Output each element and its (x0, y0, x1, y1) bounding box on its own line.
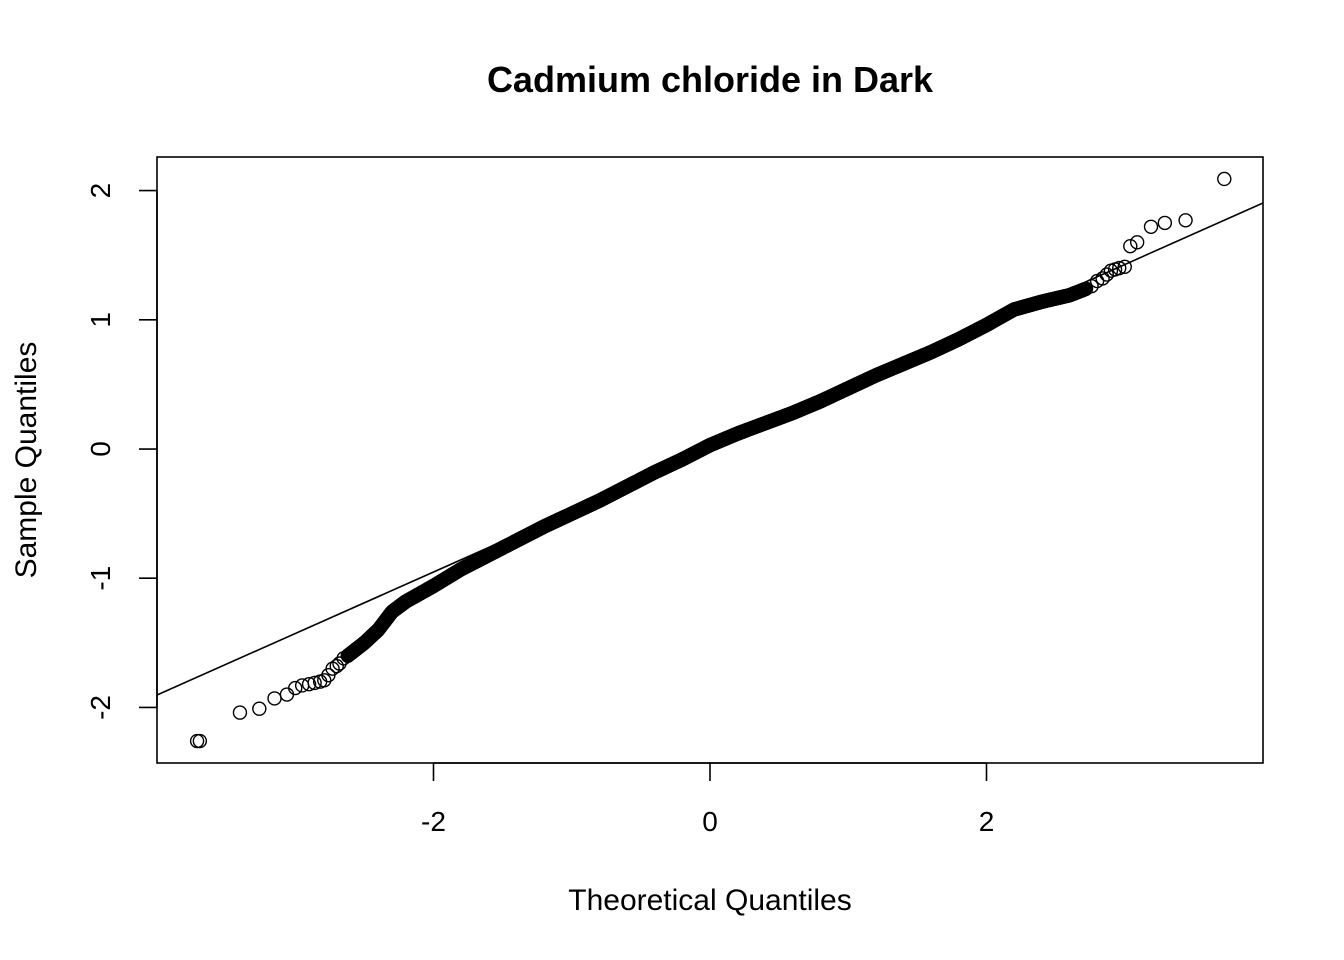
data-point (1084, 279, 1099, 294)
x-axis: -2 0 2 (421, 762, 995, 837)
data-point (189, 733, 205, 749)
data-point (1095, 271, 1110, 286)
data-point (1129, 235, 1145, 250)
data-point (329, 658, 344, 674)
chart-title: Cadmium chloride in Dark (487, 59, 934, 100)
y-tick-label: -2 (85, 695, 116, 720)
data-point (1157, 215, 1173, 231)
x-axis-label: Theoretical Quantiles (568, 884, 851, 917)
x-tick-label: 2 (979, 806, 995, 837)
data-point (192, 733, 208, 749)
data-point (288, 680, 303, 696)
data-point (317, 673, 332, 688)
data-point (267, 691, 282, 706)
x-tick-label: -2 (421, 806, 446, 837)
data-point (1123, 238, 1138, 254)
data-point (1117, 259, 1132, 275)
data-point (279, 687, 295, 702)
data-point (1112, 260, 1127, 276)
qq-points (189, 171, 1232, 749)
y-axis: -2 -1 0 1 2 (85, 183, 158, 720)
y-tick-label: 2 (85, 183, 116, 199)
data-point (301, 676, 317, 692)
data-point (1217, 171, 1232, 187)
y-tick-label: 0 (85, 441, 116, 457)
data-point (252, 701, 267, 716)
y-tick-label: -1 (85, 566, 116, 591)
data-point (1099, 267, 1114, 282)
y-axis-label: Sample Quantiles (10, 342, 43, 579)
data-point (332, 656, 347, 671)
x-tick-label: 0 (702, 806, 718, 837)
data-point (336, 651, 351, 666)
data-point (1143, 219, 1159, 234)
y-tick-label: 1 (85, 312, 116, 328)
data-point (232, 705, 248, 720)
plot-area (157, 171, 1263, 749)
data-point (1178, 213, 1193, 228)
data-point (307, 675, 322, 691)
